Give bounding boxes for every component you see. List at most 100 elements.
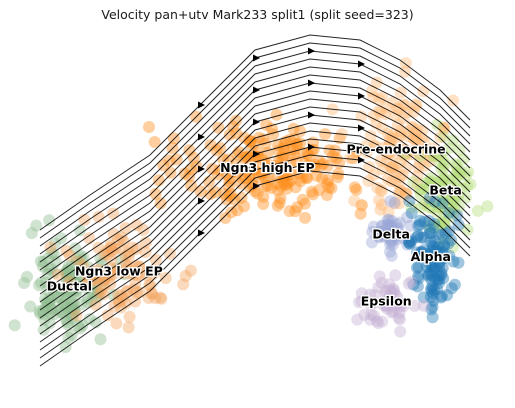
cell-point [256, 167, 268, 180]
cell-point [427, 221, 440, 234]
cell-point [344, 152, 357, 165]
cell-point [403, 235, 416, 248]
cell-point [270, 108, 283, 121]
cell-point [86, 271, 99, 284]
cell-point [427, 259, 440, 272]
cell-point [94, 333, 107, 346]
cell-point [387, 96, 400, 109]
cell-point [397, 98, 410, 111]
cell-point [43, 317, 56, 330]
cell-point [443, 249, 456, 262]
cell-point [321, 159, 334, 172]
cell-point [303, 158, 316, 171]
cell-point [447, 241, 459, 254]
streamline [39, 146, 471, 343]
cell-point [393, 216, 406, 229]
cell-point [110, 317, 123, 330]
cell-point [414, 214, 427, 227]
cell-point [238, 200, 251, 213]
cell-point [322, 174, 335, 187]
cell-point [25, 227, 38, 240]
cell-point [444, 177, 456, 190]
cell-point [365, 236, 378, 249]
cell-point [251, 187, 264, 200]
cell-point [443, 142, 456, 155]
cell-point [394, 300, 407, 313]
cell-point [33, 279, 45, 292]
cell-point [393, 197, 406, 210]
cell-point [426, 239, 439, 252]
cell-point [439, 227, 452, 240]
cell-point [425, 269, 438, 282]
cell-point [405, 207, 418, 220]
cell-point [447, 255, 460, 268]
cell-point [384, 245, 396, 258]
streamline [39, 90, 471, 287]
cell-point [394, 125, 407, 137]
cell-point [423, 220, 436, 232]
cell-point [435, 228, 448, 241]
cell-point [411, 280, 424, 293]
streamline-arrowhead [253, 150, 260, 158]
cell-point [163, 247, 176, 260]
cell-point [380, 300, 393, 313]
cell-point [423, 249, 436, 262]
cell-point [380, 288, 392, 301]
cell-point [437, 130, 450, 143]
cell-point [434, 131, 447, 144]
cell-point [248, 162, 261, 174]
streamline-arrowhead [198, 229, 205, 237]
cell-point [377, 228, 390, 241]
cell-point [325, 182, 338, 195]
streamline-arrowhead [253, 86, 260, 94]
cell-point [355, 199, 368, 212]
cell-point [431, 273, 444, 286]
cell-point [346, 152, 359, 165]
cell-point [139, 246, 152, 259]
cell-point [404, 219, 417, 232]
cell-point [372, 281, 385, 294]
cell-point [154, 197, 167, 210]
cell-point [213, 164, 226, 177]
cell-point [65, 301, 78, 314]
cell-point [366, 225, 379, 238]
cell-point [425, 283, 438, 295]
cell-point [385, 234, 398, 246]
cell-point [382, 206, 395, 219]
cell-point [24, 300, 37, 313]
cell-point [376, 219, 389, 232]
cell-point [152, 174, 165, 187]
cell-point [268, 160, 281, 173]
cell-point [294, 175, 307, 188]
cell-point [257, 190, 270, 203]
cell-point [373, 270, 386, 283]
cell-point [376, 122, 388, 135]
cell-point [405, 233, 418, 246]
cell-point [417, 291, 430, 304]
cell-point [427, 240, 440, 253]
cluster-label: Pre-endocrine [347, 142, 446, 157]
cell-point [114, 242, 127, 255]
cell-point [442, 173, 455, 186]
cell-point [272, 144, 285, 157]
cell-point [354, 207, 367, 220]
cell-point [348, 181, 361, 194]
cell-point [212, 121, 225, 134]
streamline-arrowhead [198, 165, 205, 173]
cell-point [81, 277, 94, 290]
cell-point [275, 180, 288, 193]
cell-point [234, 177, 247, 190]
cell-point [392, 103, 405, 116]
cell-point [57, 297, 70, 310]
cell-point [296, 171, 309, 184]
cell-point [380, 101, 393, 114]
cell-point [424, 291, 437, 303]
cell-point [184, 163, 197, 176]
cell-point [439, 232, 452, 245]
cell-point [247, 137, 260, 150]
cell-point [42, 252, 55, 264]
cell-point [436, 261, 449, 274]
cell-point [397, 300, 410, 313]
cell-point [262, 169, 275, 182]
cell-point [417, 244, 430, 257]
